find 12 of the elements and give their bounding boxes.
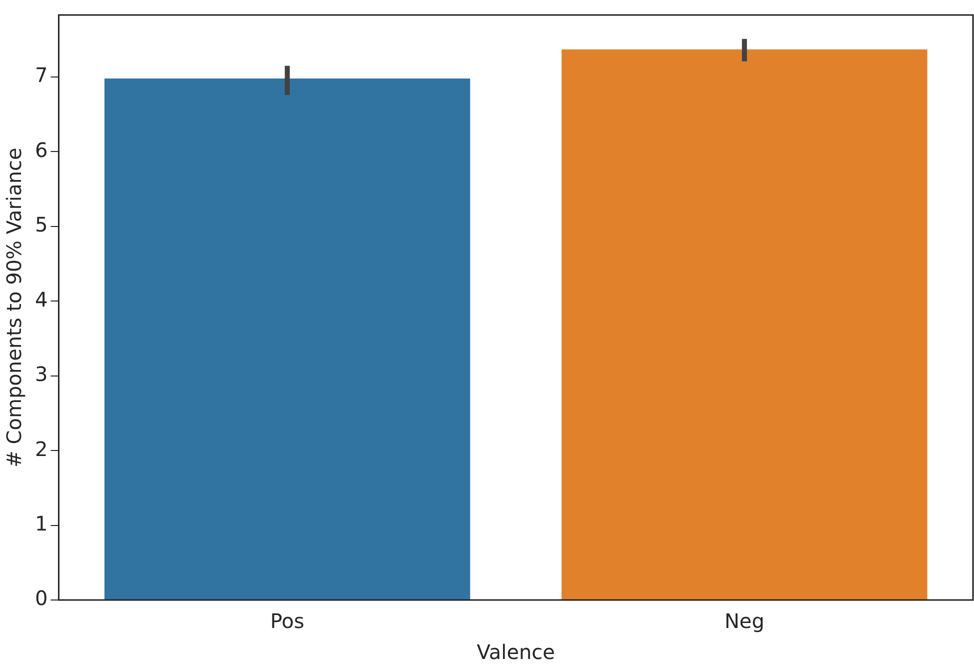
y-tick-label: 4: [34, 287, 48, 312]
y-tick-label: 6: [34, 138, 48, 162]
y-tick-label: 5: [34, 212, 48, 237]
y-tick-label: 0: [34, 586, 48, 610]
y-axis-title: # Components to 90% Variance: [2, 148, 26, 468]
y-tick-label: 1: [34, 511, 48, 536]
x-axis-title: Valence: [476, 640, 555, 664]
y-tick-label: 7: [34, 63, 48, 88]
x-tick-label: Neg: [724, 609, 764, 634]
y-tick-label: 2: [34, 436, 48, 461]
y-tick-label: 3: [34, 362, 48, 386]
x-tick-label: Pos: [270, 609, 304, 634]
